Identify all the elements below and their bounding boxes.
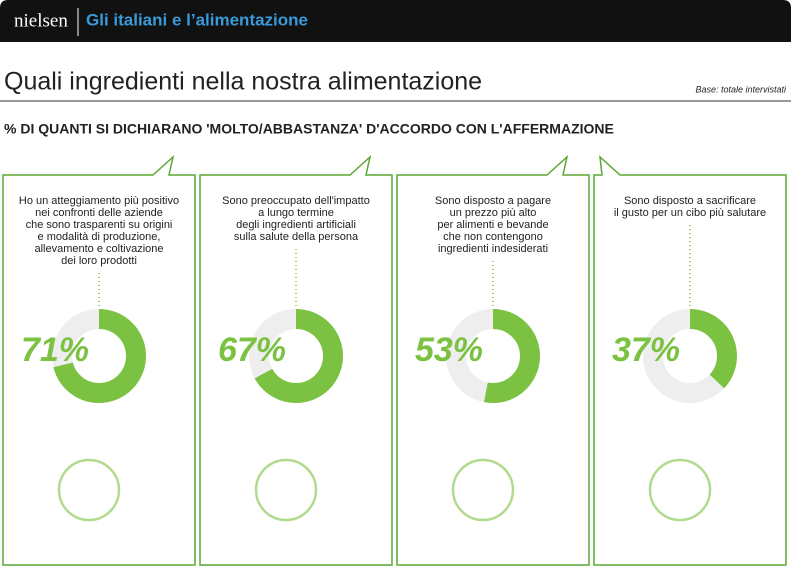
value-label: 71% (21, 331, 89, 369)
statement-line: a lungo termine (258, 207, 334, 219)
donut-arc (643, 309, 737, 403)
brand: nielsen (14, 10, 68, 31)
statement-line: che sono trasparenti su origini (26, 219, 173, 231)
statement-line: Ho un atteggiamento più positivo (19, 195, 179, 207)
statement-line: per alimenti e bevande (437, 219, 548, 231)
donut-arc (52, 309, 146, 403)
statement-line: sulla salute della persona (234, 231, 359, 243)
value-label: 53% (415, 331, 483, 369)
icon (451, 458, 515, 522)
panel (2, 154, 196, 566)
icon (254, 458, 318, 522)
statement-line: il gusto per un cibo più salutare (614, 207, 766, 219)
statement-line: nei confronti delle aziende (35, 207, 163, 219)
donut-arc (249, 309, 343, 403)
statement-line: Sono disposto a sacrificare (624, 195, 756, 207)
donut-arc (446, 309, 540, 403)
statement-line: ingredienti indesiderati (438, 243, 548, 255)
panel (396, 154, 590, 566)
heading: Quali ingredienti nella nostra alimentaz… (4, 68, 482, 96)
statement-line: dei loro prodotti (61, 255, 137, 267)
base-note: Base: totale intervistati (695, 84, 787, 94)
value-label: 67% (218, 331, 286, 369)
statement-line: un prezzo più alto (450, 207, 537, 219)
statement-line: degli ingredienti artificiali (236, 219, 356, 231)
statement-line: allevamento e coltivazione (34, 243, 163, 255)
icon (57, 458, 121, 522)
subheading: % DI QUANTI SI DICHIARANO 'MOLTO/ABBASTA… (4, 121, 614, 137)
statement-line: Sono preoccupato dell'impatto (222, 195, 370, 207)
value-label: 37% (612, 331, 680, 369)
header-title: Gli italiani e l’alimentazione (86, 10, 308, 29)
panel (593, 155, 787, 566)
statement-line: Sono disposto a pagare (435, 195, 551, 207)
statement-line: che non contengono (443, 231, 543, 243)
header-bar (0, 0, 791, 42)
icon (648, 458, 712, 522)
panel (199, 154, 393, 566)
statement-line: e modalità di produzione, (38, 231, 161, 243)
